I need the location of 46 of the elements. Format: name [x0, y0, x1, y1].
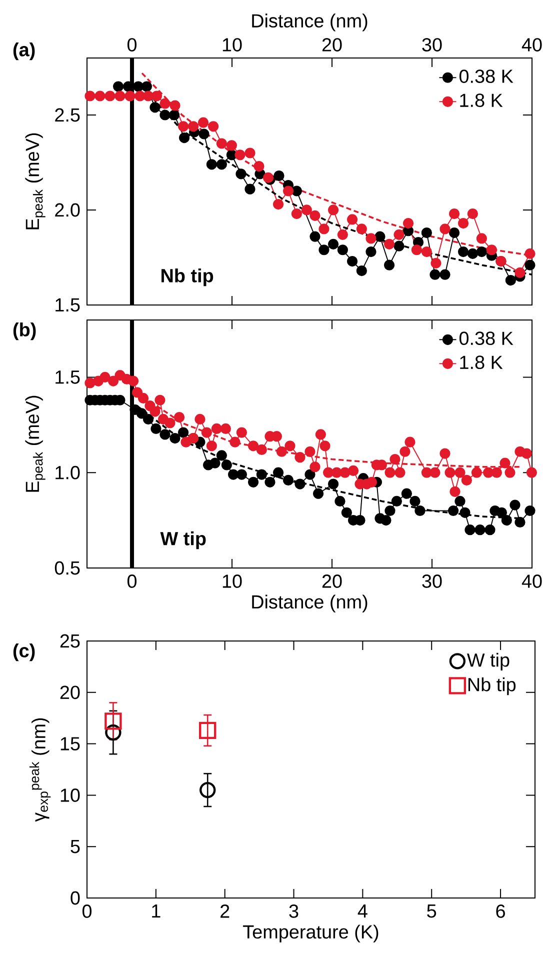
y-tick-label: 0.5	[54, 561, 80, 575]
x-tick-label: 0	[82, 904, 92, 918]
y-tick-label: 25	[60, 634, 80, 648]
x2-tick-label: 30	[422, 38, 442, 52]
annotation: W tip	[160, 531, 206, 550]
x-tick-label: 0	[127, 574, 137, 588]
legend-label: W tip	[467, 652, 510, 671]
x2-tick-label: 20	[322, 38, 342, 52]
legend-label: 0.38 K	[459, 332, 514, 346]
x2-tick-label: 40	[522, 38, 542, 52]
chart-title: (a)	[13, 42, 35, 60]
x-tick-label: 2	[220, 904, 230, 918]
y-tick-label: 10	[60, 788, 80, 802]
y-axis-title: E$_{peak}$ (meV)	[25, 133, 46, 230]
y-tick-label: 1.5	[56, 370, 80, 384]
y-tick-label: 1.0	[56, 466, 80, 480]
legend-label: 1.8 K	[460, 356, 503, 370]
y-tick-label: 15	[60, 737, 80, 750]
y-tick-label: 2.5	[55, 108, 80, 122]
legend-label: 0.38 K	[459, 70, 514, 83]
x2-tick-label: 0	[127, 38, 137, 52]
x-tick-label: 40	[522, 574, 542, 588]
x-tick-label: 1	[152, 904, 160, 918]
x-tick-label: 4	[358, 904, 368, 918]
x-tick-label: 3	[289, 904, 298, 918]
y-tick-label: 20	[60, 686, 80, 700]
annotation: Nb tip	[162, 268, 214, 286]
x-tick-label: 30	[422, 574, 442, 588]
y-axis-title: E$_{peak}$ (meV)	[25, 396, 46, 492]
y-tick-label: 2.0	[55, 203, 80, 217]
x-axis-title: Temperature (K)	[243, 924, 378, 942]
x-tick-label: 10	[222, 574, 242, 588]
chart-title: (b)	[13, 322, 36, 340]
y-axis-title: γ$_{exp}$$^{peak}$ (nm)	[29, 718, 51, 822]
x2-axis-title: Distance (nm)	[252, 14, 368, 32]
legend-label: 1.8 K	[460, 94, 503, 108]
legend-label: Nb tip	[468, 677, 516, 696]
y-tick-label: 0	[70, 891, 80, 905]
chart-title: (c)	[13, 643, 35, 662]
x-axis-title: Distance (nm)	[252, 594, 368, 612]
y-tick-label: 1.5	[56, 298, 80, 312]
x2-tick-label: 10	[222, 38, 242, 52]
x-tick-label: 6	[496, 904, 505, 918]
y-tick-label: 5	[70, 840, 80, 854]
x-tick-label: 20	[322, 574, 342, 588]
x-tick-label: 5	[427, 904, 436, 918]
